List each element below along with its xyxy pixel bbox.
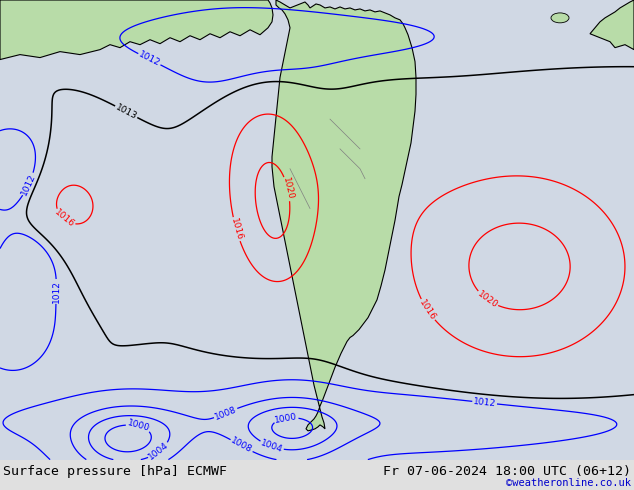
Text: 1012: 1012: [20, 172, 37, 196]
Text: 1016: 1016: [417, 298, 437, 322]
Text: 1016: 1016: [53, 208, 76, 230]
Text: 1020: 1020: [281, 177, 295, 201]
Text: 1000: 1000: [274, 412, 298, 425]
Polygon shape: [272, 0, 416, 431]
Text: 1004: 1004: [259, 439, 284, 454]
Text: ©weatheronline.co.uk: ©weatheronline.co.uk: [506, 478, 631, 489]
Text: Surface pressure [hPa] ECMWF: Surface pressure [hPa] ECMWF: [3, 465, 227, 478]
Text: 1012: 1012: [473, 397, 496, 408]
Text: 1013: 1013: [114, 102, 138, 121]
Text: 1008: 1008: [213, 405, 238, 421]
Text: 1016: 1016: [229, 217, 243, 242]
Text: 1020: 1020: [476, 289, 499, 310]
Text: Fr 07-06-2024 18:00 UTC (06+12): Fr 07-06-2024 18:00 UTC (06+12): [383, 465, 631, 478]
Text: 1012: 1012: [51, 280, 61, 303]
Text: 1012: 1012: [137, 50, 162, 69]
Polygon shape: [0, 0, 273, 60]
Text: 1000: 1000: [126, 418, 150, 434]
Polygon shape: [590, 0, 634, 49]
Ellipse shape: [551, 13, 569, 23]
Text: 1004: 1004: [147, 441, 171, 462]
Text: 1008: 1008: [230, 436, 254, 455]
